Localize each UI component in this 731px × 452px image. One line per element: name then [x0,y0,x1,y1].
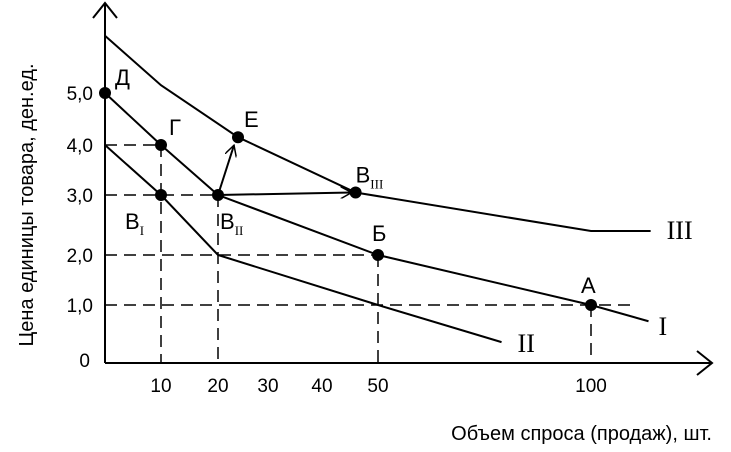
point-subscript: III [370,177,383,192]
point-subscript: II [235,223,244,238]
point-letter: Г [169,115,181,140]
x-axis-title: Объем спроса (продаж), шт. [451,423,712,445]
point-label: Е [244,107,259,132]
x-tick-label: 30 [257,376,278,397]
point-marker [349,186,362,199]
point-label: Г [169,115,181,140]
y-tick-label: 1,0 [67,296,93,317]
point-label: ВII [220,209,243,238]
x-tick-label: 100 [575,376,607,397]
y-tick-label: 0 [79,351,90,372]
demand-curve-iii [104,35,651,232]
point-label: Д [115,65,130,90]
shift-arrow [217,193,352,196]
point-subscript: I [140,223,144,238]
x-tick-label: 20 [207,376,228,397]
curve-label: I [659,312,668,341]
point-label: ВIII [356,163,384,192]
shift-arrow [217,145,234,196]
point-label: А [581,273,596,298]
point-letter: В [220,209,235,234]
y-tick-label: 4,0 [67,136,93,157]
point-letter: Е [244,107,259,132]
point-marker [372,249,384,261]
y-axis-arrow-icon [92,1,118,19]
point-label: ВI [125,209,144,238]
curve-label: III [667,216,693,245]
point-letter: Б [372,221,386,246]
point-letter: А [581,273,596,298]
point-marker [212,189,224,201]
dashed-guides [105,144,631,363]
demand-curve-ii [104,144,502,344]
axes [92,1,714,376]
demand-curve-i [104,92,649,323]
point-letter: Д [115,65,130,90]
point-marker [232,131,244,144]
x-tick-label: 40 [311,376,332,397]
point-letter: В [356,163,371,188]
point-marker [155,189,167,201]
y-tick-label: 2,0 [67,246,93,267]
point-marker [99,87,111,99]
x-axis-arrow-icon [696,350,714,376]
curve-label: II [518,329,535,358]
y-tick-label: 3,0 [67,186,93,207]
y-axis-title: Цена единицы товара, ден.ед. [16,63,38,346]
point-label: Б [372,221,386,246]
point-marker [155,139,167,151]
point-letter: В [125,209,140,234]
y-tick-label: 5,0 [67,84,93,105]
x-tick-label: 50 [367,376,388,397]
point-marker [585,299,597,311]
x-tick-label: 10 [150,376,171,397]
